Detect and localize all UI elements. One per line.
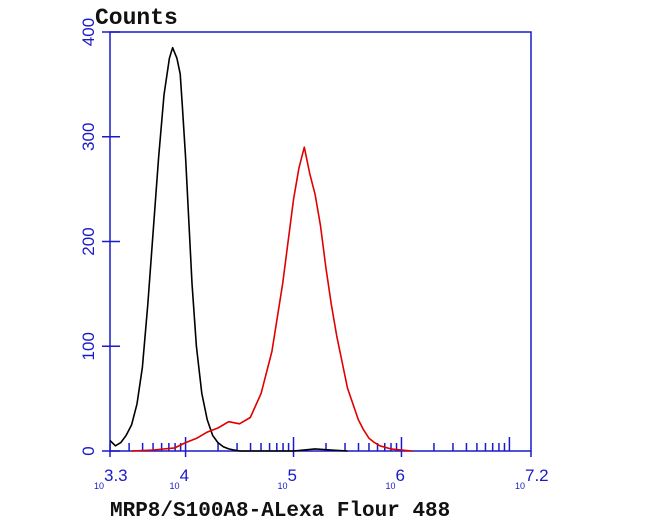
plot-frame [109, 31, 532, 452]
series-line-2 [131, 146, 413, 452]
x-tick-base: 10 [170, 481, 180, 491]
x-tick-base: 10 [515, 481, 525, 491]
y-tick-label: 400 [79, 18, 98, 46]
x-tick-base: 10 [277, 481, 287, 491]
x-tick-exponent: 3.3 [104, 466, 128, 485]
series-layer [109, 46, 413, 452]
y-tick-label: 100 [79, 332, 98, 360]
x-tick-exponent: 6 [395, 466, 404, 485]
series-line-1 [109, 46, 348, 452]
y-tick-label: 200 [79, 227, 98, 255]
x-tick-exponent: 5 [288, 466, 297, 485]
x-tick-exponent: 4 [180, 466, 189, 485]
x-tick-base: 10 [94, 481, 104, 491]
x-tick-exponent: 7.2 [525, 466, 549, 485]
x-axis-label: MRP8/S100A8-ALexa Flour 488 [110, 500, 450, 521]
y-axis-ticks: 0 100 200 300 400 [79, 18, 120, 456]
y-axis-label: Counts [95, 5, 178, 31]
y-tick-label: 300 [79, 123, 98, 151]
y-tick-label: 0 [79, 446, 98, 455]
x-tick-base: 10 [385, 481, 395, 491]
